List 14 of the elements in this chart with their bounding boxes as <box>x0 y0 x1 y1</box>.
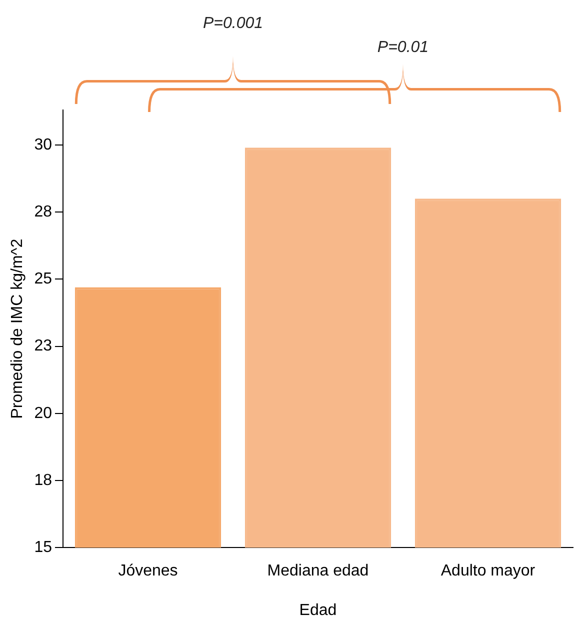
y-tick-label: 28 <box>34 203 52 220</box>
x-tick-label: Mediana edad <box>267 562 369 580</box>
y-tick-label: 30 <box>34 136 52 154</box>
y-tick-label: 15 <box>34 539 52 556</box>
y-tick-label: 23 <box>34 338 52 355</box>
x-axis-title: Edad <box>299 602 337 619</box>
y-tick-label: 25 <box>34 270 52 288</box>
text: P=0.001 <box>202 15 264 32</box>
x-tick-label: Adulto mayor <box>440 562 536 580</box>
y-tick-label: 18 <box>34 472 52 489</box>
text: P=0.01 <box>377 39 429 56</box>
x-tick-label: Jóvenes <box>118 562 178 580</box>
y-tick-label: 20 <box>34 404 52 422</box>
y-axis-title: Promedio de IMC kg/m^2 <box>9 238 26 419</box>
